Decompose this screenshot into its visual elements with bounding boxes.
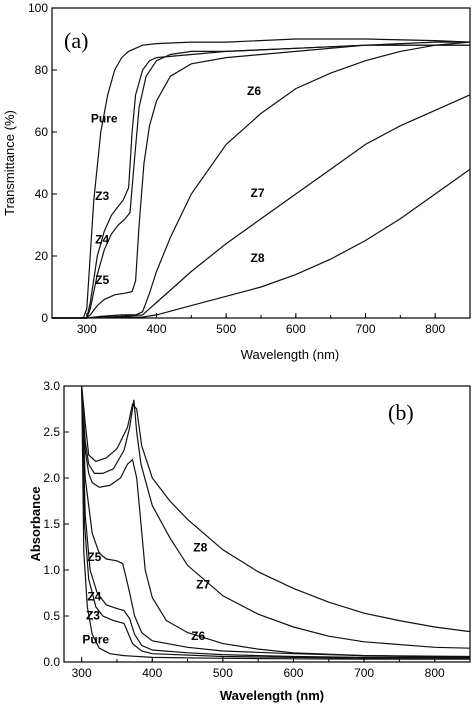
panel-b-label: (b) — [388, 400, 414, 425]
panel-b-curve-label-z5: Z5 — [87, 550, 101, 564]
panel-b-x-tick-label: 600 — [283, 666, 303, 680]
panel-a-y-tick-label: 100 — [28, 1, 48, 15]
panel-b-curve-label-z3: Z3 — [86, 609, 100, 623]
panel-b-y-tick-label: 2.0 — [43, 471, 60, 485]
panel-b-y-axis-title: Absorbance — [28, 486, 43, 561]
panel-b-curves — [81, 385, 471, 660]
panel-a-curve-label-z6: Z6 — [247, 84, 261, 98]
panel-b-y-tick-label: 3.0 — [43, 379, 60, 393]
panel-a-y-tick-label: 0 — [41, 311, 48, 325]
panel-a-x-axis-title: Wavelength (nm) — [241, 347, 340, 362]
panel-b-x-tick-label: 500 — [213, 666, 233, 680]
panel-a-x-tick-label: 600 — [286, 322, 306, 336]
panel-a-y-tick-label: 60 — [35, 125, 49, 139]
panel-b-curve-z6 — [81, 385, 471, 658]
panel-b-x-axis-title: Wavelength (nm) — [220, 688, 324, 703]
panel-b-ticks: 300 400 500 600 700 800 0.0 0.5 1.0 1.5 2.0 2.5 3.0 — [43, 379, 471, 680]
panel-a-y-tick-label: 40 — [35, 187, 49, 201]
panel-b-x-tick-label: 800 — [425, 666, 445, 680]
panel-a-y-tick-label: 80 — [35, 63, 49, 77]
panel-b-y-tick-label: 1.0 — [43, 563, 60, 577]
panel-a-curve-label-z8: Z8 — [251, 251, 265, 265]
panel-a-ticks: 300 400 500 600 700 800 0 20 40 60 80 100 — [28, 1, 471, 336]
panel-b-x-tick-label: 700 — [354, 666, 374, 680]
panel-a-curve-z6 — [52, 41, 471, 319]
panel-b-x-tick-label: 400 — [142, 666, 162, 680]
panel-b-y-tick-label: 1.5 — [43, 517, 60, 531]
panel-b-y-tick-label: 0.0 — [43, 655, 60, 669]
panel-b-curve-labels: Pure Z3 Z4 Z5 Z6 Z7 Z8 — [82, 541, 210, 647]
panel-a-y-tick-label: 20 — [35, 249, 49, 263]
panel-a-curve-z8 — [52, 168, 471, 319]
panel-a-x-tick-label: 800 — [425, 322, 445, 336]
panel-b-curve-label-z7: Z7 — [196, 577, 210, 591]
panel-a-curve-z7 — [52, 94, 471, 319]
panel-b-curve-label-pure: Pure — [82, 633, 109, 647]
panel-b-curve-z4 — [81, 385, 470, 658]
panel-a-curve-label-z4: Z4 — [95, 233, 109, 247]
panel-a-y-axis-title: Transmittance (%) — [2, 110, 17, 216]
panel-b-curve-z8 — [81, 385, 471, 633]
panel-b-absorbance-chart: 300 400 500 600 700 8000.00.51.01.52.02.53.0 … — [28, 379, 471, 703]
panel-b-curve-label-z8: Z8 — [193, 541, 207, 555]
panel-a-curve-label-z3: Z3 — [95, 189, 109, 203]
panel-a-curve-label-z7: Z7 — [251, 186, 265, 200]
panel-b-curve-label-z4: Z4 — [87, 589, 101, 603]
panel-b-curve-label-z6: Z6 — [191, 629, 205, 643]
panel-a-curve-z5 — [52, 41, 470, 319]
panel-b-y-tick-label: 2.5 — [43, 425, 60, 439]
panel-b-plot-frame — [63, 385, 471, 663]
panel-a-x-tick-label: 700 — [355, 322, 375, 336]
panel-b-curve-pure — [81, 385, 470, 660]
panel-a-curve-label-pure: Pure — [91, 112, 118, 126]
panel-a-x-tick-label: 400 — [146, 322, 166, 336]
panel-b-y-tick-label: 0.5 — [43, 609, 60, 623]
panel-a-curve-label-z5: Z5 — [95, 273, 109, 287]
panel-b-curve-z5 — [81, 385, 471, 658]
panel-a-curve-labels: Pure Z3 Z4 Z5 Z6 Z7 Z8 — [91, 84, 265, 287]
panel-a-curves — [52, 38, 471, 319]
panel-b-curve-z7 — [81, 385, 471, 649]
panel-a-x-tick-label: 300 — [77, 322, 97, 336]
panel-b-x-tick-label: 300 — [72, 666, 92, 680]
panel-a-x-tick-label: 500 — [216, 322, 236, 336]
panel-b-curve-z3 — [81, 385, 470, 659]
panel-a-curve-z4 — [52, 44, 470, 319]
panel-a-label: (a) — [64, 28, 88, 53]
panel-a-curve-pure — [52, 38, 471, 319]
panel-a-transmittance-chart: 300 400 500 600 700 800 0 20 40 60 80 100 Pure Z3 Z4 Z… — [2, 1, 471, 362]
